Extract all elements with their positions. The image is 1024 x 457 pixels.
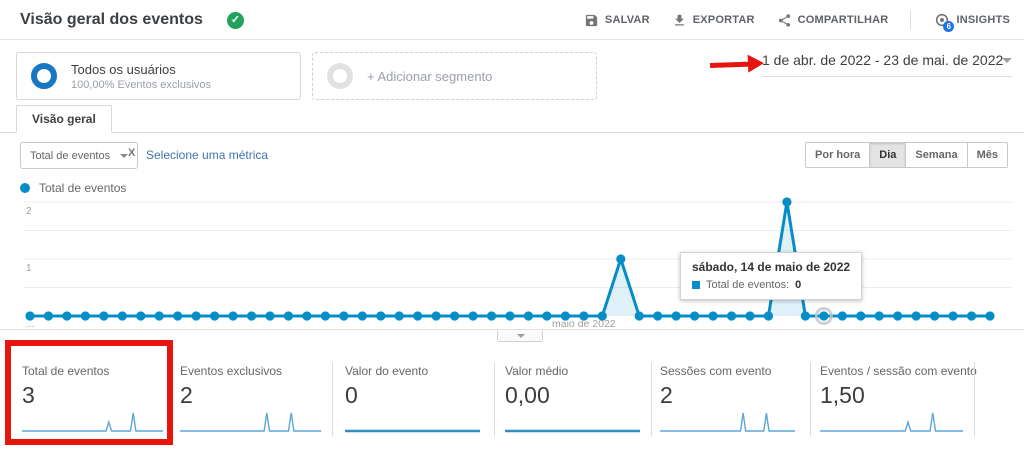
granularity-hour-button[interactable]: Por hora (805, 142, 871, 168)
legend-dot-icon (20, 183, 30, 193)
metric-dropdown-label: Total de eventos (30, 149, 111, 162)
svg-text:...: ... (26, 318, 35, 330)
page-title: Visão geral dos eventos (20, 11, 203, 28)
granularity-week-button[interactable]: Semana (906, 142, 968, 168)
tab-bar: Visão geral (0, 105, 1024, 133)
date-underline (762, 76, 1012, 77)
save-button[interactable]: SALVAR (584, 13, 650, 28)
chart-collapse-handle[interactable] (497, 330, 543, 342)
sparkline (180, 412, 321, 432)
export-label: EXPORTAR (692, 14, 755, 26)
scorecard-4[interactable]: Sessões com evento 2 (660, 364, 795, 436)
scorecards-row: Total de eventos 3 Eventos exclusivos 2 Valo… (0, 338, 1024, 457)
header-actions: SALVAR EXPORTAR COMPARTILHAR 6 INSIGHTS (584, 0, 1010, 40)
scorecard-value: 3 (22, 382, 35, 408)
scorecard-divider (974, 362, 975, 436)
chart-legend: Total de eventos (20, 181, 126, 195)
add-segment-label: + Adicionar segmento (367, 68, 493, 84)
scorecard-divider (332, 362, 333, 436)
verified-check-icon: ✓ (227, 12, 244, 29)
scorecard-divider (810, 362, 811, 436)
scorecard-2[interactable]: Valor do evento 0 (345, 364, 480, 436)
insights-count-badge: 6 (943, 21, 955, 32)
actions-divider (910, 10, 912, 30)
share-label: COMPARTILHAR (797, 14, 889, 26)
scorecard-value: 2 (180, 382, 193, 408)
insights-button[interactable]: 6 INSIGHTS (933, 12, 1010, 32)
scorecard-label: Total de eventos (22, 364, 110, 378)
scorecard-value: 0,00 (505, 382, 550, 408)
sparkline (345, 429, 480, 433)
legend-label: Total de eventos (39, 181, 127, 195)
download-icon (674, 14, 684, 25)
save-icon (585, 14, 598, 26)
chevron-down-icon (120, 153, 129, 158)
granularity-buttons: Por hora Dia Semana Mês (805, 142, 1008, 168)
insights-label: INSIGHTS (956, 14, 1010, 26)
metric-dropdown[interactable]: Total de eventos (20, 142, 139, 169)
scorecard-3[interactable]: Valor médio 0,00 (505, 364, 640, 436)
chart-toolbar: Total de eventos X Selecione uma métrica… (0, 133, 1024, 177)
svg-text:1: 1 (26, 263, 32, 274)
chart-canvas[interactable]: 1 2... maio de 2022 (0, 196, 1024, 330)
export-button[interactable]: EXPORTAR (672, 13, 755, 28)
save-label: SALVAR (604, 14, 650, 26)
chevron-down-icon (1002, 58, 1012, 63)
scorecard-label: Valor médio (505, 364, 569, 378)
scorecard-1[interactable]: Eventos exclusivos 2 (180, 364, 321, 436)
insights-icon: 6 (933, 12, 955, 32)
add-segment-button[interactable]: + Adicionar segmento (312, 52, 597, 100)
segments-row: Todos os usuários 100,00% Eventos exclus… (0, 41, 1024, 107)
scorecard-divider (651, 362, 652, 436)
granularity-month-button[interactable]: Mês (967, 142, 1008, 168)
chevron-down-icon (517, 334, 525, 338)
timeseries-chart[interactable]: 1 2... maio de 2022 sábado, 14 de maio de … (0, 196, 1024, 330)
scorecard-label: Valor do evento (345, 364, 429, 378)
sparkline (22, 412, 163, 432)
svg-text:2: 2 (26, 206, 32, 217)
granularity-day-button[interactable]: Dia (870, 142, 907, 168)
scorecard-5[interactable]: Eventos / sessão com evento 1,50 (820, 364, 977, 436)
scorecard-label: Sessões com evento (660, 364, 772, 378)
sparkline (505, 429, 640, 433)
date-range-selector[interactable]: 1 de abr. de 2022 - 23 de mai. de 2022 (762, 52, 1012, 77)
scorecard-value: 2 (660, 382, 673, 408)
segment-empty-ring-icon (327, 63, 353, 89)
scorecard-value: 1,50 (820, 382, 865, 408)
scorecard-value: 0 (345, 382, 358, 408)
segment-subtitle: 100,00% Eventos exclusivos (71, 78, 212, 91)
sparkline (660, 412, 795, 432)
tab-visao-geral[interactable]: Visão geral (16, 105, 112, 133)
segment-title: Todos os usuários (71, 61, 176, 77)
share-button[interactable]: COMPARTILHAR (777, 13, 889, 28)
select-metric-link[interactable]: Selecione uma métrica (146, 148, 269, 162)
vs-separator: X (128, 147, 136, 159)
scorecard-0[interactable]: Total de eventos 3 (22, 364, 163, 436)
scorecard-label: Eventos / sessão com evento (820, 364, 977, 378)
scorecard-divider (494, 362, 495, 436)
sparkline (820, 412, 963, 432)
share-icon (778, 13, 790, 27)
date-range-label: 1 de abr. de 2022 - 23 de mai. de 2022 (762, 52, 1004, 68)
report-header: Visão geral dos eventos ✓ SALVAR EXPORTA… (0, 0, 1024, 40)
svg-text:maio de 2022: maio de 2022 (552, 318, 616, 330)
segment-all-users[interactable]: Todos os usuários 100,00% Eventos exclus… (16, 52, 301, 100)
segment-ring-icon (31, 63, 57, 89)
scorecard-label: Eventos exclusivos (180, 364, 283, 378)
